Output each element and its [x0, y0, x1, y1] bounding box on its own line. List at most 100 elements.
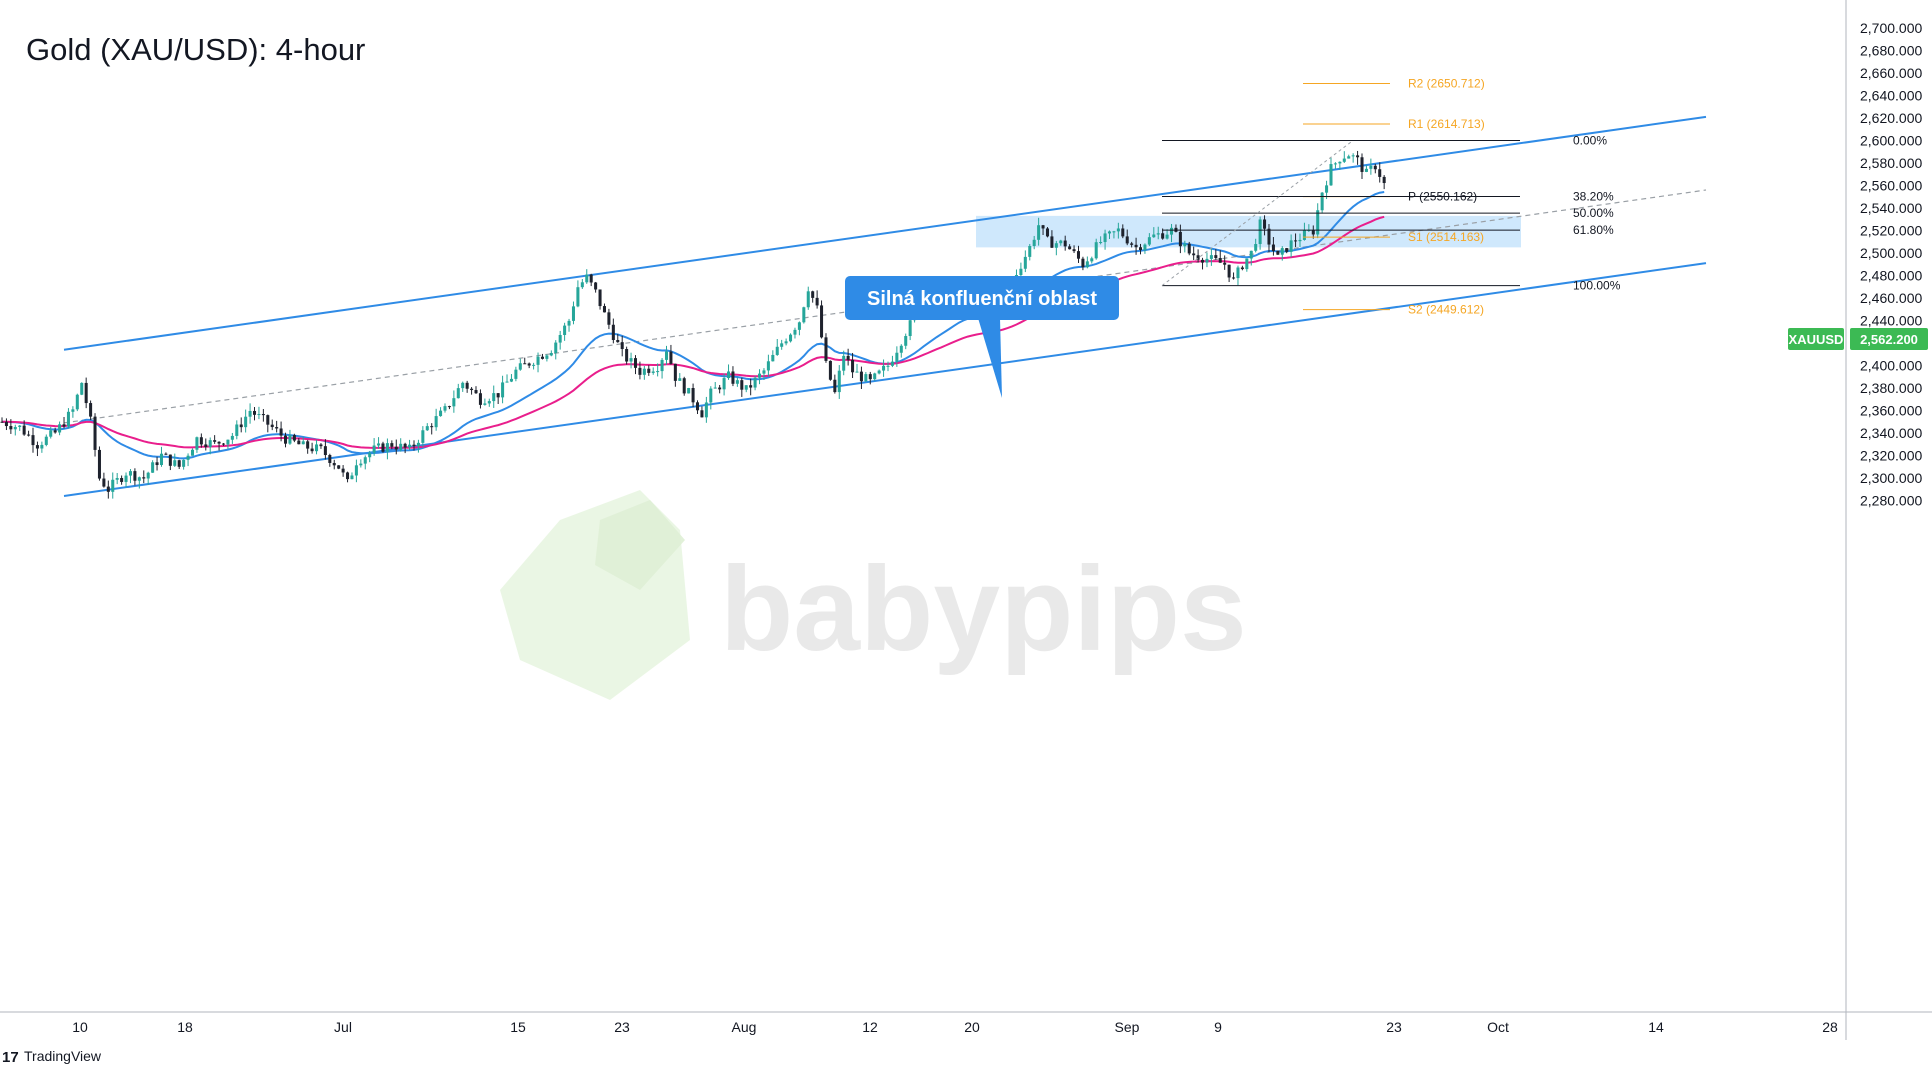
candle [97, 446, 101, 481]
candle [443, 403, 447, 413]
candle [284, 432, 288, 448]
candle [1130, 241, 1134, 248]
candle [1121, 224, 1125, 239]
candle [492, 385, 496, 408]
candle [155, 456, 159, 471]
y-tick-label: 2,540.000 [1860, 200, 1922, 216]
candle [536, 352, 540, 373]
candle [447, 405, 451, 410]
candle [1072, 245, 1076, 254]
candle [1116, 222, 1120, 239]
candle [1232, 272, 1236, 280]
candle [1378, 162, 1382, 183]
candle [722, 373, 726, 396]
candle [1289, 234, 1293, 258]
candle [235, 420, 239, 440]
candle [682, 376, 686, 396]
candle [49, 426, 53, 439]
candle [1333, 162, 1337, 169]
candle [465, 380, 469, 393]
candle [173, 453, 177, 467]
candle [1298, 233, 1302, 248]
candle [1192, 246, 1196, 261]
candle [1267, 224, 1271, 253]
candle [40, 441, 44, 453]
candle [146, 471, 150, 485]
candle [1112, 230, 1116, 239]
candle [151, 460, 155, 473]
candle [1156, 226, 1160, 240]
candle [1090, 256, 1094, 264]
y-tick-label: 2,400.000 [1860, 358, 1922, 374]
candle [1227, 264, 1231, 283]
candle [1240, 265, 1244, 271]
candle [904, 333, 908, 350]
candle [452, 390, 456, 413]
x-tick-label: 20 [964, 1019, 980, 1035]
candle [323, 439, 327, 460]
candle [195, 436, 199, 453]
candle [864, 372, 868, 382]
candle [1143, 243, 1147, 254]
y-tick-label: 2,340.000 [1860, 425, 1922, 441]
fib-trend-line [1161, 140, 1354, 287]
candle [687, 387, 691, 394]
candle [403, 442, 407, 454]
ema-fast-line [1, 191, 1385, 460]
candle [1214, 249, 1218, 260]
candle [478, 389, 482, 409]
candle [1209, 248, 1213, 266]
candle [1294, 233, 1298, 248]
candle [439, 407, 443, 417]
candle [797, 321, 801, 336]
x-tick-label: Oct [1487, 1019, 1509, 1035]
candle [873, 372, 877, 381]
y-tick-label: 2,460.000 [1860, 290, 1922, 306]
candle [877, 369, 881, 375]
candle [545, 354, 549, 362]
candle [846, 348, 850, 366]
x-tick-label: 18 [177, 1019, 193, 1035]
candle [886, 361, 890, 372]
candle [629, 352, 633, 369]
candle [762, 368, 766, 380]
candle [1103, 229, 1107, 250]
y-tick-label: 2,320.000 [1860, 448, 1922, 464]
candle [337, 465, 341, 470]
candle [514, 366, 518, 382]
candle [740, 377, 744, 397]
candle [589, 273, 593, 287]
candle [377, 437, 381, 449]
candle [620, 335, 624, 357]
candle [128, 469, 132, 484]
candle [744, 385, 748, 393]
candle [1183, 240, 1187, 253]
candle [1360, 153, 1364, 179]
candle [1258, 216, 1262, 250]
candle [1045, 227, 1049, 238]
candle [292, 433, 296, 443]
candle [496, 393, 500, 404]
candle [673, 363, 677, 387]
candle [1369, 158, 1373, 175]
y-tick-label: 2,280.000 [1860, 493, 1922, 509]
candle [368, 450, 372, 463]
fib-level-label: 0.00% [1573, 134, 1607, 148]
candle [1373, 163, 1377, 174]
candle [1342, 151, 1346, 164]
candle [523, 357, 527, 365]
candle [425, 423, 429, 431]
candle [784, 338, 788, 346]
candle [306, 439, 310, 454]
fib-level-label: 61.80% [1573, 223, 1614, 237]
x-tick-label: 14 [1648, 1019, 1664, 1035]
candle [1147, 233, 1151, 247]
candle [84, 377, 88, 409]
candle [1059, 239, 1063, 246]
y-tick-label: 2,700.000 [1860, 20, 1922, 36]
candle [709, 386, 713, 410]
candle [89, 400, 93, 421]
candle [811, 290, 815, 303]
callout-box [845, 276, 1119, 320]
